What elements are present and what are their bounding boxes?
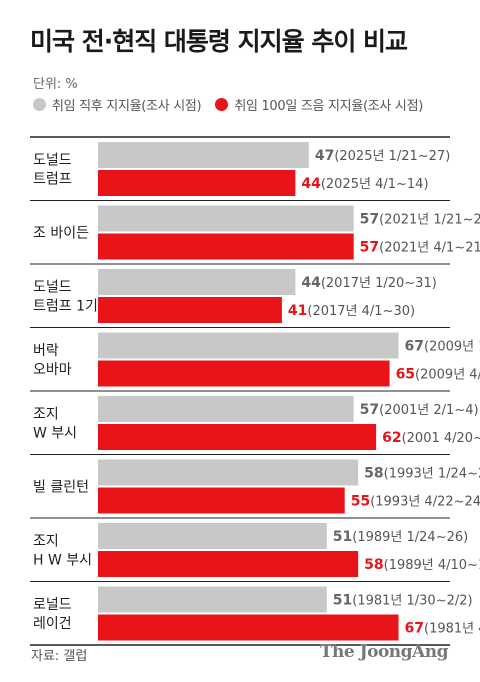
category-label: 버락 bbox=[33, 343, 59, 359]
bar-initial bbox=[98, 523, 327, 549]
bar-initial bbox=[98, 332, 399, 359]
bar-initial bbox=[98, 205, 354, 232]
source-note: 자료: 갤럽 bbox=[31, 649, 88, 664]
category-label: W 부시 bbox=[33, 425, 77, 441]
bar-100days bbox=[98, 233, 354, 260]
bar-initial bbox=[98, 396, 354, 422]
bar-100days bbox=[98, 297, 282, 323]
legend-swatch-initial bbox=[33, 98, 46, 111]
legend-label-initial: 취임 직후 지지율(조사 시점) bbox=[52, 99, 202, 114]
bar-100days bbox=[98, 551, 359, 577]
value-label-100days: 67(1981년 4/10~13) bbox=[405, 621, 480, 637]
category-label: 빌 클린턴 bbox=[33, 479, 89, 495]
category-label: 트럼프 bbox=[33, 171, 72, 187]
legend-swatch-100days bbox=[215, 98, 229, 111]
category-label: 오바마 bbox=[33, 362, 72, 378]
value-label-100days: 62(2001 4/20~22) bbox=[382, 430, 480, 446]
value-label-initial: 51(1989년 1/24~26) bbox=[333, 529, 468, 545]
bar-100days bbox=[98, 487, 345, 514]
value-label-initial: 44(2017년 1/20~31) bbox=[301, 275, 436, 291]
category-label: 조 바이든 bbox=[33, 225, 89, 241]
unit-label: 단위: % bbox=[33, 77, 78, 92]
value-label-initial: 51(1981년 1/30~2/2) bbox=[333, 593, 473, 609]
bar-initial bbox=[98, 142, 309, 168]
bar-initial bbox=[98, 269, 296, 295]
bar-100days bbox=[98, 424, 377, 450]
publisher-logo: The JoongAng bbox=[319, 642, 449, 662]
legend-label-100days: 취임 100일 즈음 지지율(조사 시점) bbox=[234, 99, 424, 114]
category-label: 조지 bbox=[33, 533, 59, 549]
bar-initial bbox=[98, 459, 359, 486]
value-label-initial: 57(2001년 2/1~4) bbox=[360, 402, 479, 418]
value-label-100days: 44(2025년 4/1~14) bbox=[301, 176, 428, 192]
bar-initial bbox=[98, 586, 327, 613]
category-label: 도널드 bbox=[33, 279, 72, 295]
bar-100days bbox=[98, 170, 296, 196]
bar-100days bbox=[98, 360, 390, 387]
bar-100days bbox=[98, 614, 399, 641]
category-label: 레이건 bbox=[33, 616, 72, 632]
value-label-100days: 58(1989년 4/10~16) bbox=[364, 557, 480, 573]
category-label: 트럼프 1기 bbox=[33, 298, 98, 314]
value-label-100days: 55(1993년 4/22~24) bbox=[351, 494, 480, 510]
value-label-100days: 41(2017년 4/1~30) bbox=[288, 303, 415, 319]
category-label: H W 부시 bbox=[33, 552, 92, 568]
value-label-100days: 57(2021년 4/1~21) bbox=[360, 240, 480, 256]
value-label-initial: 47(2025년 1/21~27) bbox=[315, 148, 450, 164]
value-label-initial: 57(2021년 1/21~2/2) bbox=[360, 212, 480, 228]
chart-title: 미국 전·현직 대통령 지지율 추이 비교 bbox=[30, 27, 408, 56]
category-label: 도널드 bbox=[33, 152, 72, 168]
value-label-initial: 58(1993년 1/24~26) bbox=[364, 466, 480, 482]
value-label-initial: 67(2009년 1/19~25) bbox=[405, 339, 480, 355]
legend-item-100days: 취임 100일 즈음 지지율(조사 시점) bbox=[215, 95, 423, 114]
category-label: 로널드 bbox=[33, 597, 72, 613]
legend-item-initial: 취임 직후 지지율(조사 시점) bbox=[33, 95, 202, 114]
category-label: 조지 bbox=[33, 406, 59, 422]
legend: 취임 직후 지지율(조사 시점) 취임 100일 즈음 지지율(조사 시점) bbox=[33, 95, 437, 114]
value-label-100days: 65(2009년 4/20~26) bbox=[396, 367, 480, 383]
